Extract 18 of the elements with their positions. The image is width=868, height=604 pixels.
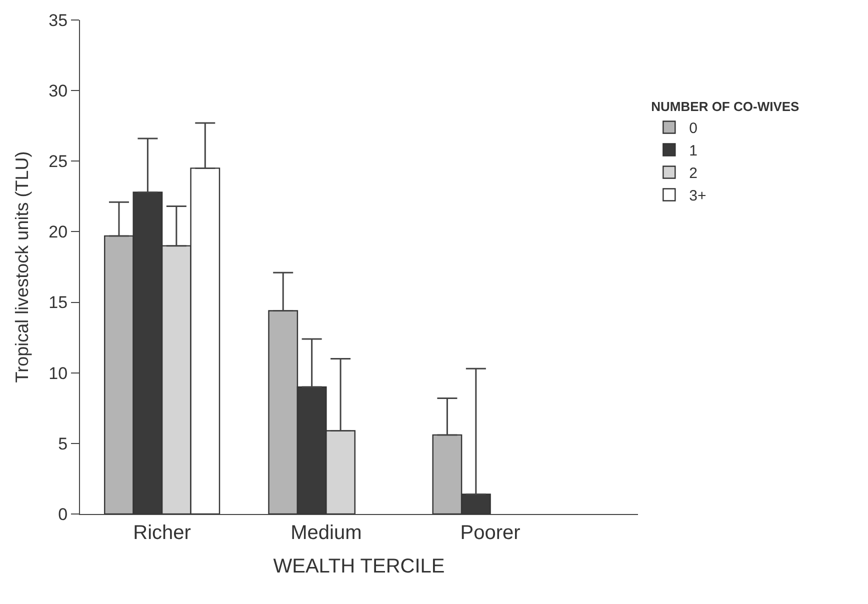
y-tick-label: 10 xyxy=(48,364,68,383)
x-tick-label: Poorer xyxy=(460,522,521,544)
legend-label: 1 xyxy=(689,142,698,160)
y-tick-label: 25 xyxy=(48,152,68,172)
y-tick-label: 20 xyxy=(48,222,68,242)
y-tick-label: 15 xyxy=(48,293,68,312)
x-tick-label: Richer xyxy=(133,522,192,544)
y-axis-title: Tropical livestock units (TLU) xyxy=(12,151,32,383)
legend-title: NUMBER OF CO-WIVES xyxy=(651,99,800,114)
y-tick-label: 30 xyxy=(48,82,68,101)
y-tick-label: 0 xyxy=(58,504,68,524)
legend-label: 3+ xyxy=(689,188,706,205)
legend-label: 0 xyxy=(689,120,698,138)
legend-label: 2 xyxy=(689,165,698,182)
x-axis-title: WEALTH TERCILE xyxy=(273,556,445,578)
y-tick-label: 35 xyxy=(48,10,68,30)
y-tick-label: 5 xyxy=(58,434,68,454)
x-tick-label: Medium xyxy=(290,522,362,544)
